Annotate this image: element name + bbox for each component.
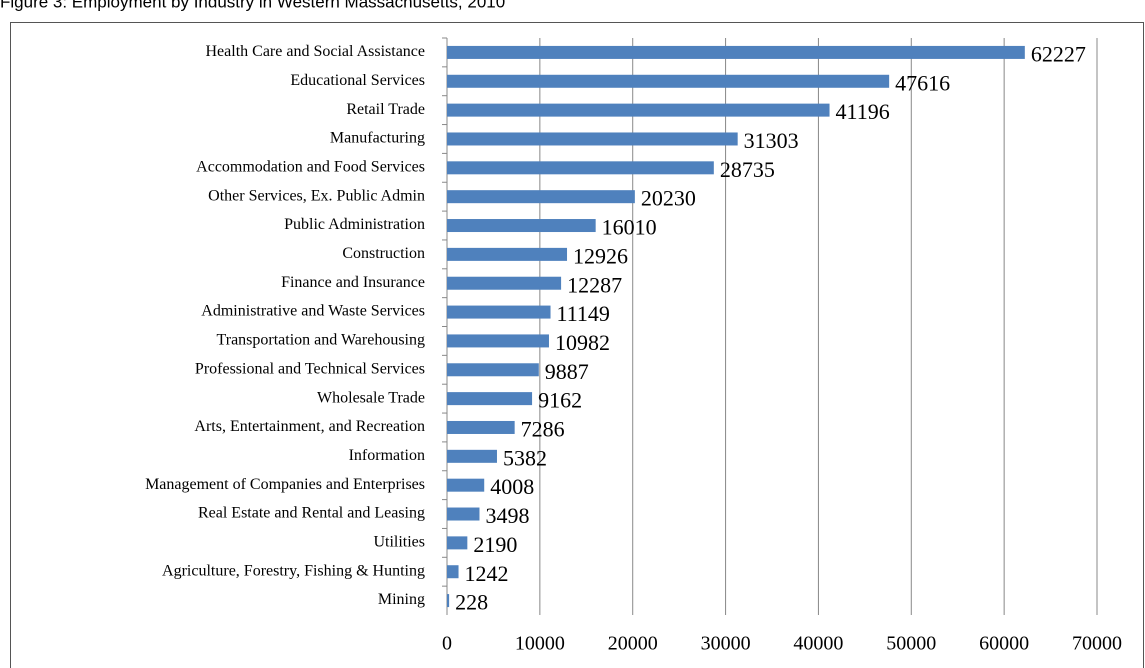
y-tick-label: Public Administration (284, 216, 425, 233)
y-tick-label: Other Services, Ex. Public Admin (208, 187, 425, 204)
value-label: 12926 (573, 243, 628, 268)
value-label: 12287 (567, 272, 622, 297)
bar (447, 565, 459, 579)
value-label: 2190 (473, 532, 517, 557)
y-tick-label: Construction (342, 245, 425, 262)
bar (447, 594, 450, 608)
value-label: 62227 (1031, 41, 1086, 66)
y-tick-label: Professional and Technical Services (195, 360, 425, 377)
x-tick-label: 10000 (515, 633, 565, 655)
value-label: 3498 (485, 503, 529, 528)
y-tick-label: Finance and Insurance (281, 274, 425, 291)
x-tick-label: 0 (442, 633, 452, 655)
bar (447, 392, 533, 406)
bar (447, 449, 497, 463)
value-label: 31303 (744, 128, 799, 153)
y-tick-label: Arts, Entertainment, and Recreation (194, 418, 425, 435)
value-label: 1242 (465, 561, 509, 586)
x-tick-label: 70000 (1072, 633, 1122, 655)
y-tick-label: Information (349, 447, 425, 464)
y-tick-label: Manufacturing (330, 130, 425, 147)
value-label: 4008 (490, 474, 534, 499)
value-label: 28735 (720, 157, 775, 182)
value-label: 16010 (602, 215, 657, 240)
y-tick-label: Management of Companies and Enterprises (145, 476, 425, 493)
y-tick-label: Accommodation and Food Services (196, 158, 425, 175)
bar (447, 276, 562, 290)
y-tick-label: Agriculture, Forestry, Fishing & Hunting (162, 562, 425, 579)
y-tick-label: Real Estate and Rental and Leasing (198, 505, 425, 522)
bar (447, 305, 551, 319)
bar (447, 478, 485, 492)
bar (447, 219, 596, 233)
value-label: 7286 (521, 417, 565, 442)
x-tick-label: 60000 (979, 633, 1029, 655)
x-tick-label: 20000 (608, 633, 658, 655)
bar (447, 507, 480, 521)
chart-title: Figure 3: Employment by Industry in West… (0, 0, 505, 11)
value-label: 5382 (503, 445, 547, 470)
y-tick-label: Mining (378, 591, 425, 608)
bar (447, 103, 830, 117)
x-tick-label: 50000 (886, 633, 936, 655)
bar (447, 363, 539, 377)
bar (447, 420, 515, 434)
chart-frame (10, 22, 1144, 668)
y-tick-label: Administrative and Waste Services (201, 303, 425, 320)
x-tick-label: 30000 (701, 633, 751, 655)
bar (447, 45, 1025, 59)
y-tick-label: Educational Services (290, 72, 425, 89)
y-tick-label: Health Care and Social Assistance (206, 43, 426, 60)
bar (447, 161, 714, 175)
value-label: 10982 (555, 330, 610, 355)
bar (447, 247, 568, 261)
y-tick-label: Transportation and Warehousing (217, 332, 425, 349)
x-tick-label: 40000 (793, 633, 843, 655)
y-tick-label: Retail Trade (346, 101, 425, 118)
y-tick-label: Utilities (373, 534, 425, 551)
bar (447, 132, 738, 146)
bar (447, 74, 890, 88)
bar (447, 190, 635, 204)
y-tick-label: Wholesale Trade (317, 389, 425, 406)
bar (447, 334, 549, 348)
value-label: 9887 (545, 359, 589, 384)
value-label: 11149 (557, 301, 610, 326)
bar (447, 536, 468, 550)
value-label: 47616 (895, 70, 950, 95)
value-label: 228 (455, 590, 488, 615)
value-label: 20230 (641, 186, 696, 211)
value-label: 41196 (836, 99, 890, 124)
value-label: 9162 (538, 388, 582, 413)
